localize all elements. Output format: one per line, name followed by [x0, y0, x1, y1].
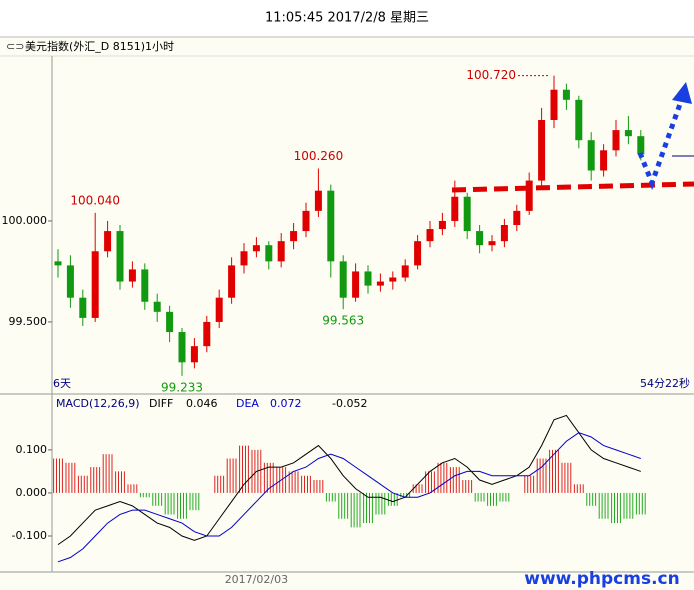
candle-body: [488, 241, 496, 246]
legend-value: -0.052: [332, 397, 367, 410]
candle-body: [302, 210, 310, 232]
candle-body: [153, 301, 161, 312]
annotation: 99.233: [161, 380, 203, 394]
legend-value: 0.046: [186, 397, 218, 410]
legend-value: 0.072: [270, 397, 302, 410]
candle-body: [376, 281, 384, 286]
candle-body: [624, 130, 632, 137]
candle-body: [277, 241, 285, 262]
candle-body: [203, 321, 211, 347]
candle-body: [352, 271, 360, 298]
annotation: 100.040: [70, 193, 120, 207]
candle-body: [538, 120, 546, 181]
chart-title: 美元指数(外汇_D 8151)1小时: [25, 39, 174, 53]
candle-body: [550, 89, 558, 121]
annotation: 99.563: [322, 314, 364, 328]
header: 11:05:45 2017/2/8 星期三: [265, 11, 429, 26]
candle-body: [240, 251, 248, 266]
candle-body: [401, 265, 409, 278]
candle-body: [327, 190, 335, 262]
annotation: 100.260: [294, 149, 344, 163]
candle-body: [364, 271, 372, 286]
trend-arrow: [637, 103, 683, 191]
candle-body: [438, 220, 446, 230]
legend-name: DEA: [236, 397, 259, 410]
annotation: 100.720: [466, 68, 516, 82]
macd-line: [57, 414, 641, 546]
candle-body: [66, 265, 74, 298]
macd-line: [57, 432, 641, 563]
legend-name: DIFF: [149, 397, 173, 410]
macd-title: MACD(12,26,9): [56, 397, 140, 410]
x-tick-label: 2017/02/03: [225, 573, 288, 586]
candle-body: [426, 229, 434, 242]
arrow-head: [672, 82, 692, 104]
candle-body: [414, 241, 422, 266]
candle-body: [54, 261, 62, 266]
candle-body: [265, 245, 273, 262]
note: 6天: [53, 377, 71, 390]
candle-body: [104, 231, 112, 252]
candle-body: [215, 297, 223, 322]
candle-body: [513, 210, 521, 226]
candle-body: [228, 265, 236, 298]
candle-body: [314, 190, 322, 211]
y-tick-label: -0.100: [12, 529, 47, 542]
candle-body: [91, 251, 99, 318]
candle-body: [463, 196, 471, 232]
y-tick-label: 0.100: [16, 443, 48, 456]
note: 54分22秒: [640, 376, 690, 390]
candle-body: [252, 245, 260, 252]
candle-body: [339, 261, 347, 298]
candle-body: [600, 150, 608, 171]
candle-body: [525, 180, 533, 211]
candle-body: [178, 332, 186, 363]
candle-body: [79, 297, 87, 318]
candle-body: [575, 99, 583, 141]
candle-body: [290, 231, 298, 242]
candle-body: [141, 269, 149, 302]
candle-body: [389, 277, 397, 282]
candle-body: [116, 231, 124, 282]
candle-body: [612, 130, 620, 151]
candle-body: [451, 196, 459, 221]
candle-body: [587, 140, 595, 171]
candle-body: [190, 346, 198, 363]
candle-body: [562, 89, 570, 100]
candle-body: [637, 136, 645, 155]
watermark: www.phpcms.cn: [524, 569, 679, 589]
icon: ⊂⊃: [6, 40, 24, 53]
y-tick-label: 0.000: [16, 486, 48, 499]
y-tick-label: 100.000: [2, 214, 48, 227]
candle-body: [500, 225, 508, 242]
y-tick-label: 99.500: [9, 315, 48, 328]
candle-body: [166, 311, 174, 333]
candle-body: [476, 231, 484, 246]
candle-body: [128, 269, 136, 282]
